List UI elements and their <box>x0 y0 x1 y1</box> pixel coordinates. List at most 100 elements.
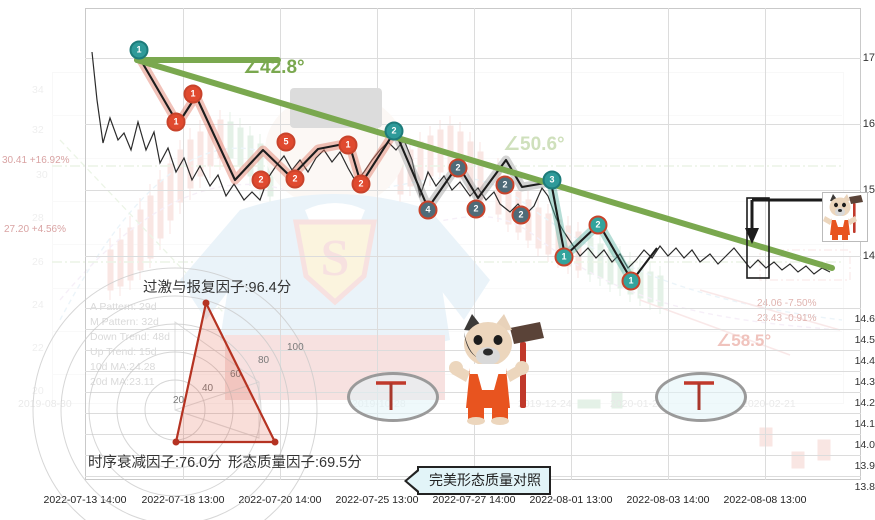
gridline-x <box>280 8 281 480</box>
marker-4[interactable]: 5 <box>276 132 296 152</box>
ytick-lower: 13.8 <box>854 481 875 493</box>
watermark-ytick: 22 <box>32 342 44 354</box>
price-line <box>91 51 831 275</box>
watermark-ytick: 34 <box>32 84 44 96</box>
highlight-ellipse-left <box>347 372 439 422</box>
marker-10[interactable]: 2 <box>448 158 468 178</box>
xtick-label: 2022-07-13 14:00 <box>43 494 127 506</box>
watermark-price-label: 24.06 -7.50% <box>757 298 817 309</box>
stat-up-trend: Up Trend: 15d <box>90 346 157 358</box>
factor-aggression-label: 过激与报复因子:96.4分 <box>143 280 292 296</box>
ytick-main: 16 <box>862 118 875 130</box>
radar-overlay: 20 40 60 80 100 <box>32 267 318 520</box>
watermark-ytick: 30 <box>36 169 48 181</box>
xtick-label: 2022-07-25 13:00 <box>335 494 419 506</box>
watermark-gridline <box>52 288 842 289</box>
gridline-lower <box>85 455 861 456</box>
perfect-pattern-callout: 完美形态质量对照 <box>404 466 551 495</box>
marker-1[interactable]: 1 <box>129 40 149 60</box>
xtick-label: 2022-08-03 14:00 <box>626 494 710 506</box>
watermark-gridline <box>52 374 842 375</box>
watermark-price-label: 23.43 -0.91% <box>757 313 817 324</box>
marker-12[interactable]: 4 <box>418 200 438 220</box>
marker-7[interactable]: 2 <box>285 169 305 189</box>
watermark-price-label: 30.41 +16.92% <box>2 155 70 166</box>
gridline-lower <box>85 308 861 309</box>
ytick-lower: 14.6 <box>854 313 875 325</box>
watermark-ytick: 20 <box>32 385 44 397</box>
watermark-price-label: 27.20 +4.56% <box>4 224 66 235</box>
callout-arrowhead-fill <box>407 470 419 491</box>
ytick-lower: 14.0 <box>854 439 875 451</box>
svg-text:20: 20 <box>173 395 185 406</box>
marker-8[interactable]: 2 <box>351 174 371 194</box>
ytick-lower: 14.4 <box>854 355 875 367</box>
watermark-gridline <box>52 201 842 202</box>
zigzag-pattern-line <box>138 56 658 283</box>
factor-quality-label: 形态质量因子:69.5分 <box>228 455 362 471</box>
dog-badge-icon <box>823 194 863 240</box>
gridline-x <box>474 8 475 480</box>
marker-9[interactable]: 2 <box>384 121 404 141</box>
watermark-gridline <box>52 331 842 332</box>
marker-5[interactable]: 1 <box>338 135 358 155</box>
ytick-lower: 14.5 <box>854 334 875 346</box>
radar-polygon <box>172 299 279 446</box>
marker-13[interactable]: 2 <box>495 175 515 195</box>
marker-18[interactable]: 1 <box>621 271 641 291</box>
gridline-x <box>377 8 378 480</box>
watermark-xtick: 2019-08-30 <box>18 398 72 410</box>
marker-11[interactable]: 2 <box>466 199 486 219</box>
marker-3[interactable]: 1 <box>166 112 186 132</box>
angle-label-secondary: ∠50.6° <box>503 134 565 155</box>
ytick-main: 17 <box>862 52 875 64</box>
main-downtrend-line <box>134 57 835 271</box>
watermark-xtick: 2019-12-24 <box>518 398 572 410</box>
highlight-ellipse-right <box>655 372 747 422</box>
dog-mascot-icon <box>449 314 544 425</box>
marker-6[interactable]: 2 <box>251 170 271 190</box>
t-mark-left <box>376 381 406 410</box>
pointer-arrowhead <box>745 228 759 244</box>
watermark-ytick: 24 <box>32 299 44 311</box>
marker-14[interactable]: 2 <box>511 205 531 225</box>
watermark-ytick: 32 <box>32 124 44 136</box>
svg-text:80: 80 <box>258 355 270 366</box>
svg-text:60: 60 <box>230 369 242 380</box>
xtick-label: 2022-08-01 13:00 <box>529 494 613 506</box>
svg-text:100: 100 <box>287 342 304 353</box>
marker-15[interactable]: 3 <box>542 170 562 190</box>
watermark-ytick: 26 <box>32 256 44 268</box>
ytick-lower: 13.9 <box>854 460 875 472</box>
stat-ma-20d: 20d MA:23.11 <box>90 376 155 388</box>
highlight-rect <box>746 197 770 279</box>
stat-a-pattern: A Pattern: 29d <box>90 301 157 313</box>
marker-2[interactable]: 1 <box>183 84 203 104</box>
t-mark-right <box>684 381 714 410</box>
stat-m-pattern: M Pattern: 32d <box>90 316 159 328</box>
marker-16[interactable]: 2 <box>588 215 608 235</box>
ytick-lower: 14.3 <box>854 376 875 388</box>
gridline-x <box>765 8 766 480</box>
gridline-y-16 <box>85 124 861 125</box>
svg-text:S: S <box>321 230 350 287</box>
ytick-main: 14 <box>862 250 875 262</box>
watermark-gridline <box>52 244 842 245</box>
angle-label-tertiary: ∠58.5° <box>716 331 772 350</box>
callout-label: 完美形态质量对照 <box>417 466 551 495</box>
xtick-label: 2022-07-27 14:00 <box>432 494 516 506</box>
factor-time-decay-label: 时序衰减因子:76.0分 <box>88 455 222 471</box>
xtick-label: 2022-08-08 13:00 <box>723 494 807 506</box>
angle-label-main: ∠42.8° <box>243 57 305 78</box>
superman-watermark-icon: S <box>180 88 490 400</box>
watermark-xtick: 2020-02-21 <box>742 398 796 410</box>
gridline-lower <box>85 434 861 435</box>
marker-17[interactable]: 1 <box>554 247 574 267</box>
gridline-y-14 <box>85 256 861 257</box>
xtick-label: 2022-07-18 13:00 <box>141 494 225 506</box>
dog-badge-box[interactable] <box>822 192 868 242</box>
gridline-x <box>183 8 184 480</box>
